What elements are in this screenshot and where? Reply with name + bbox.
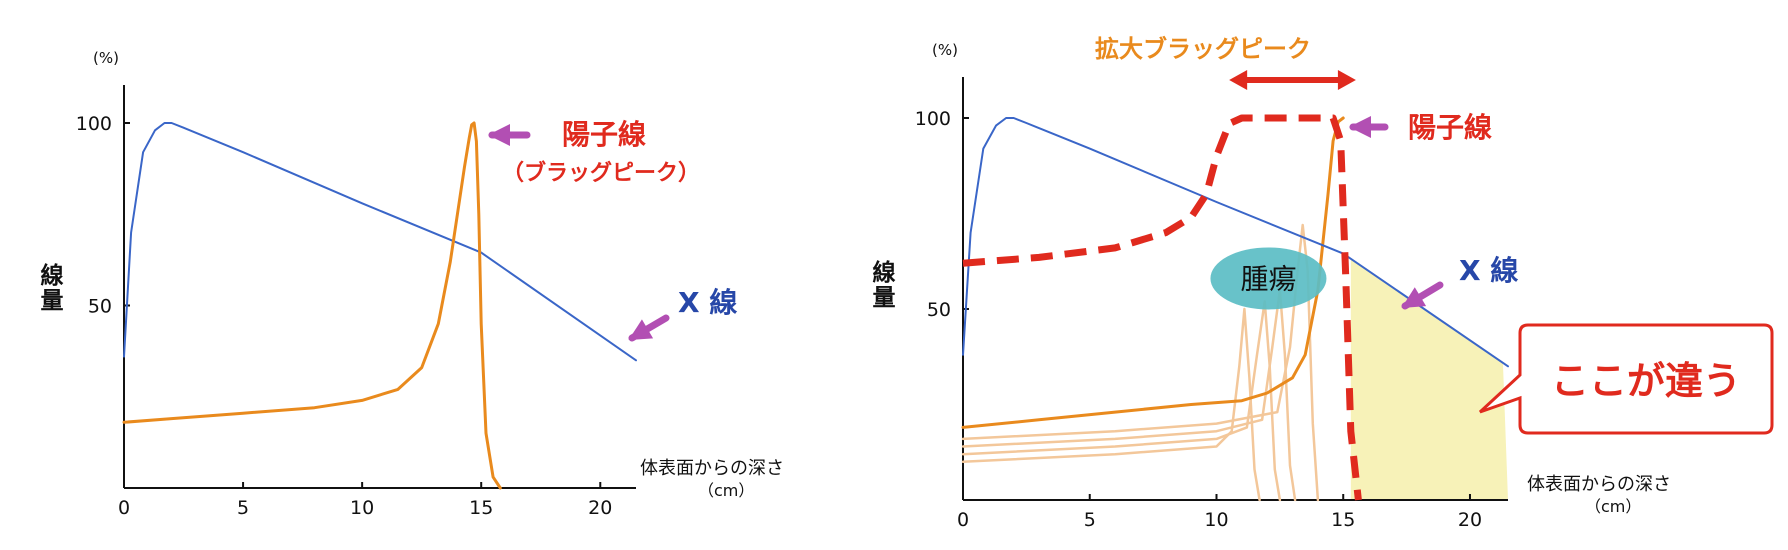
sobp-range-head-right — [1337, 70, 1356, 90]
right-x-label: 体表面からの深さ — [1527, 474, 1671, 495]
right-y-unit: (%) — [932, 41, 958, 59]
right-proton-arrow-head — [1349, 116, 1371, 138]
left-y-tick-label: 50 — [88, 296, 112, 318]
right-pristine-peak-line — [961, 300, 1282, 502]
left-xray-label: X 線 — [678, 286, 737, 319]
left-x-tick-label: 5 — [237, 497, 249, 519]
left-x-tick-label: 20 — [588, 497, 612, 519]
difference-callout-box — [1478, 323, 1774, 435]
right-pristine-peak-line — [961, 307, 1261, 502]
left-x-label: 体表面からの深さ — [640, 458, 784, 479]
right-x-tick-label: 15 — [1331, 509, 1355, 531]
tumor-label: 腫瘍 — [1240, 262, 1296, 295]
left-proton-arrow-head — [488, 124, 510, 146]
difference-callout-label: ここが違う — [1551, 359, 1741, 403]
right-deepest-peak-line — [961, 116, 1345, 429]
right-pristine-peak-line — [961, 288, 1297, 502]
left-x-tick-label: 15 — [469, 497, 493, 519]
left-proton-label: 陽子線 — [562, 118, 646, 151]
left-y-label-char: 量 — [41, 288, 64, 314]
right-sobp-dashed-line — [962, 114, 1362, 501]
right-x-tick-label: 0 — [957, 509, 969, 531]
left-proton-line — [122, 121, 502, 490]
right-y-label-char: 量 — [873, 285, 896, 311]
right-pristine-peak-line — [961, 223, 1320, 502]
right-xray-arrow-head — [1401, 287, 1427, 309]
right-y-label-char: 線 — [873, 259, 896, 286]
right-x-tick-label: 10 — [1204, 509, 1228, 531]
right-xray-label: X 線 — [1459, 254, 1518, 287]
left-x-tick-label: 0 — [118, 497, 130, 519]
right-x-tick-label: 20 — [1458, 509, 1482, 531]
chart-left: 0 5 10 15 20 50 100 (%) 線量体表面からの深さ （cm） 陽子線 （ブラッグピー… — [0, 0, 860, 550]
left-y-tick-label: 100 — [76, 113, 112, 135]
sobp-label: 拡大ブラッグピーク — [1095, 35, 1311, 63]
chart-right: 0 5 10 15 20 50 100 (%) 線量体表面からの深さ （cm） 腫瘍 拡大ブラッグピー… — [860, 0, 1788, 550]
right-y-tick-label: 100 — [915, 108, 951, 130]
right-difference-shade — [1350, 258, 1508, 500]
left-xray-arrow-head — [628, 319, 654, 341]
left-x-tick-label: 10 — [350, 497, 374, 519]
left-bragg-peak-label: （ブラッグピーク） — [502, 160, 700, 186]
left-xray-line — [123, 122, 637, 362]
right-y-tick-label: 50 — [927, 299, 951, 321]
right-xray-line — [962, 117, 1509, 368]
left-x-unit: （cm） — [698, 481, 754, 500]
left-y-unit: (%) — [93, 49, 119, 67]
tumor-ellipse — [1210, 247, 1327, 310]
sobp-range-head-left — [1229, 70, 1248, 90]
left-y-label-char: 線 — [41, 262, 64, 289]
right-x-unit: （cm） — [1585, 497, 1641, 516]
right-proton-label: 陽子線 — [1408, 111, 1492, 144]
right-x-tick-label: 5 — [1084, 509, 1096, 531]
